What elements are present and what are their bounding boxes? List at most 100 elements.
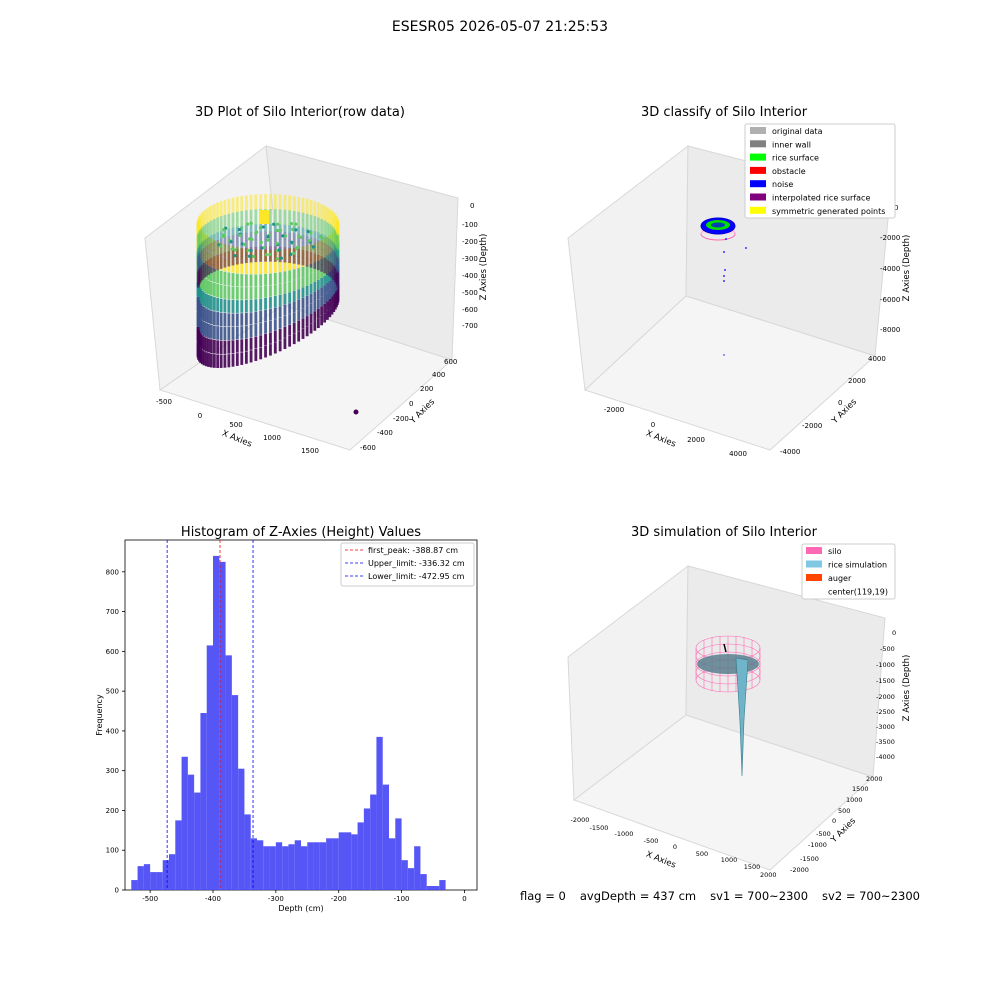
wall-point [231, 250, 235, 258]
wall-point [288, 210, 292, 219]
wall-point [313, 272, 317, 282]
histogram-bar [363, 808, 371, 890]
wall-point [278, 317, 282, 329]
wall-point [292, 196, 296, 204]
figure-title: ESESR05 2026-05-07 21:25:53 [392, 19, 608, 35]
wall-point [249, 324, 253, 338]
wall-point [292, 290, 296, 302]
histogram-bar [244, 814, 251, 890]
wall-point [227, 213, 231, 222]
wall-point [244, 240, 248, 249]
wall-point [320, 256, 324, 265]
surface-point [252, 254, 256, 259]
surface-point [268, 252, 272, 256]
wall-point [264, 254, 267, 262]
wall-point [328, 223, 332, 232]
wall-point [278, 340, 282, 352]
surface-point [283, 234, 288, 238]
wall-point [249, 224, 253, 233]
wall-point [264, 273, 267, 286]
wall-point [292, 258, 296, 270]
surface-point [275, 228, 280, 233]
histogram-bar [269, 846, 276, 890]
wall-point [283, 224, 287, 233]
histogram-bar [238, 768, 245, 890]
wall-point [330, 218, 334, 226]
legend-label: Upper_limit: -336.32 cm [368, 559, 465, 568]
wall-point [264, 194, 267, 202]
surface-point [262, 245, 266, 250]
wall-point [323, 265, 327, 274]
panel4-rice-surface [697, 654, 759, 674]
legend-label: inner wall [772, 140, 811, 149]
histogram-bar [307, 842, 314, 890]
wall-point [336, 242, 340, 251]
wall-point [292, 280, 296, 291]
wall-point [320, 219, 324, 227]
wall-point [269, 320, 272, 333]
wall-point [305, 206, 309, 214]
surface-point [294, 222, 298, 226]
wall-point [231, 353, 235, 367]
wall-point [301, 242, 305, 251]
histogram-bar [219, 561, 226, 890]
wall-point [231, 340, 235, 354]
wall-point [328, 280, 332, 290]
wall-point [273, 319, 277, 331]
histogram-bar [175, 820, 182, 890]
wall-point [332, 303, 336, 313]
p1-z-tick: -400 [462, 272, 478, 280]
wall-point [209, 258, 213, 266]
surface-point [264, 253, 268, 257]
wall-point [231, 273, 235, 287]
histogram-bar [288, 844, 295, 890]
histogram-bar [206, 645, 213, 890]
wall-point [278, 283, 282, 295]
wall-point [301, 277, 305, 288]
wall-point [212, 226, 216, 235]
legend-label: original data [772, 127, 823, 136]
wall-point [283, 304, 287, 316]
wall-point [207, 207, 211, 215]
wall-point [320, 241, 324, 250]
wall-point [301, 328, 305, 339]
wall-point [219, 340, 223, 354]
histogram-bar [414, 846, 421, 890]
wall-point [223, 222, 227, 231]
wall-point [209, 205, 213, 214]
wall-point [231, 235, 235, 243]
wall-point [323, 243, 327, 251]
wall-point [264, 246, 267, 255]
wall-point [264, 201, 267, 210]
wall-point [269, 246, 272, 255]
surface-point [249, 248, 253, 253]
surface-point [237, 227, 241, 232]
p4-y-tick: 0 [832, 817, 836, 825]
wall-point [264, 239, 267, 247]
wall-point [288, 270, 292, 282]
surface-point [250, 237, 254, 242]
p1-y-tick: 600 [444, 358, 457, 366]
wall-point [204, 216, 208, 225]
wall-point [320, 277, 324, 288]
histogram-reference-lines [166, 540, 254, 890]
p4-y-tick: 1500 [852, 785, 869, 793]
wall-point [202, 210, 206, 219]
wall-point [212, 249, 216, 257]
wall-point [259, 335, 263, 348]
panel2-x-label: X Axies [644, 429, 677, 450]
surface-point [233, 254, 237, 258]
wall-point [254, 231, 258, 240]
y-tick-label: 500 [106, 688, 119, 696]
wall-point [254, 324, 258, 337]
wall-point [332, 285, 336, 295]
wall-point [207, 222, 211, 230]
wall-point [273, 342, 277, 354]
histogram-bar [169, 854, 176, 890]
wall-point [288, 255, 292, 264]
wall-point [209, 243, 213, 251]
wall-point [278, 224, 282, 233]
wall-point [227, 354, 231, 368]
wall-point [235, 211, 239, 220]
